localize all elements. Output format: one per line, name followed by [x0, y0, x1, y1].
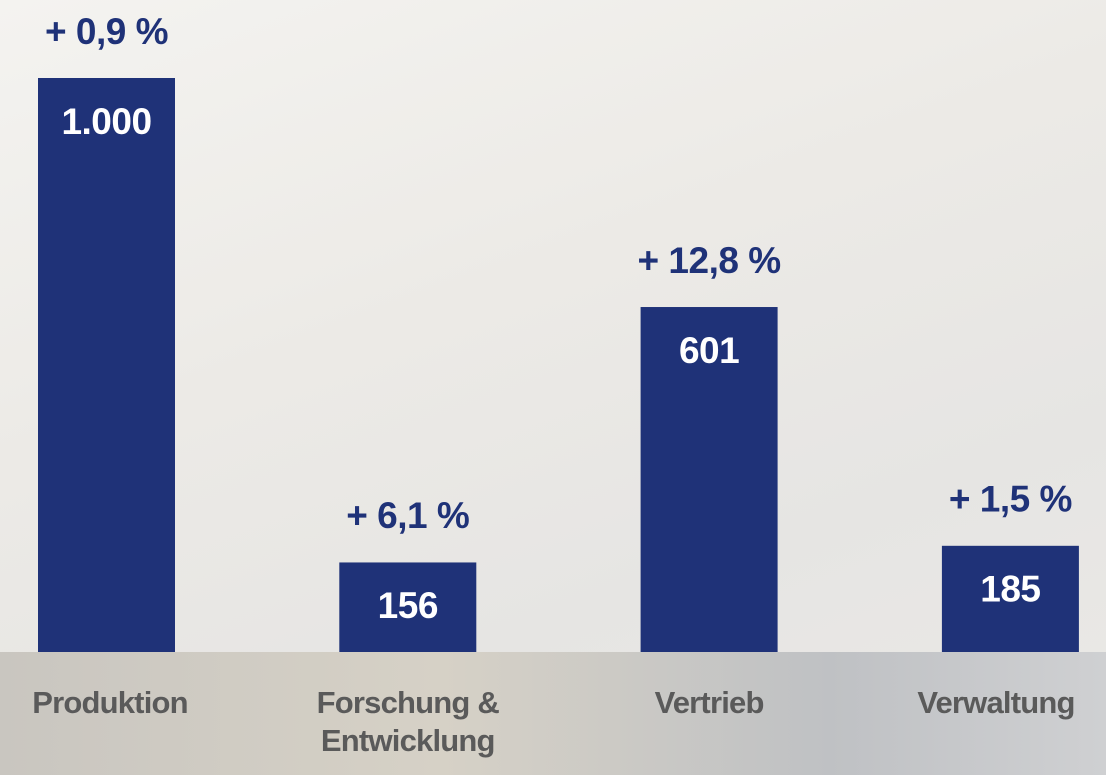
annotation: + 1,5 %: [949, 479, 1072, 520]
annotation: + 6,1 %: [346, 495, 469, 536]
annotation: + 12,8 %: [638, 240, 781, 281]
value-label: 185: [980, 569, 1040, 610]
annotation: + 0,9 %: [45, 11, 168, 52]
x-tick-label: Produktion: [32, 685, 188, 720]
floor-band: [0, 652, 1106, 775]
bar: [339, 562, 477, 652]
value-label: 601: [679, 330, 739, 371]
x-tick-label: Verwaltung: [917, 685, 1075, 720]
value-label: 1.000: [61, 101, 151, 142]
bar: [941, 545, 1079, 652]
value-label: 156: [378, 585, 438, 626]
bar: [38, 78, 175, 652]
bar: [640, 307, 778, 652]
x-tick-label: Forschung & Entwicklung: [316, 685, 500, 758]
x-tick-label: Vertrieb: [654, 685, 765, 720]
